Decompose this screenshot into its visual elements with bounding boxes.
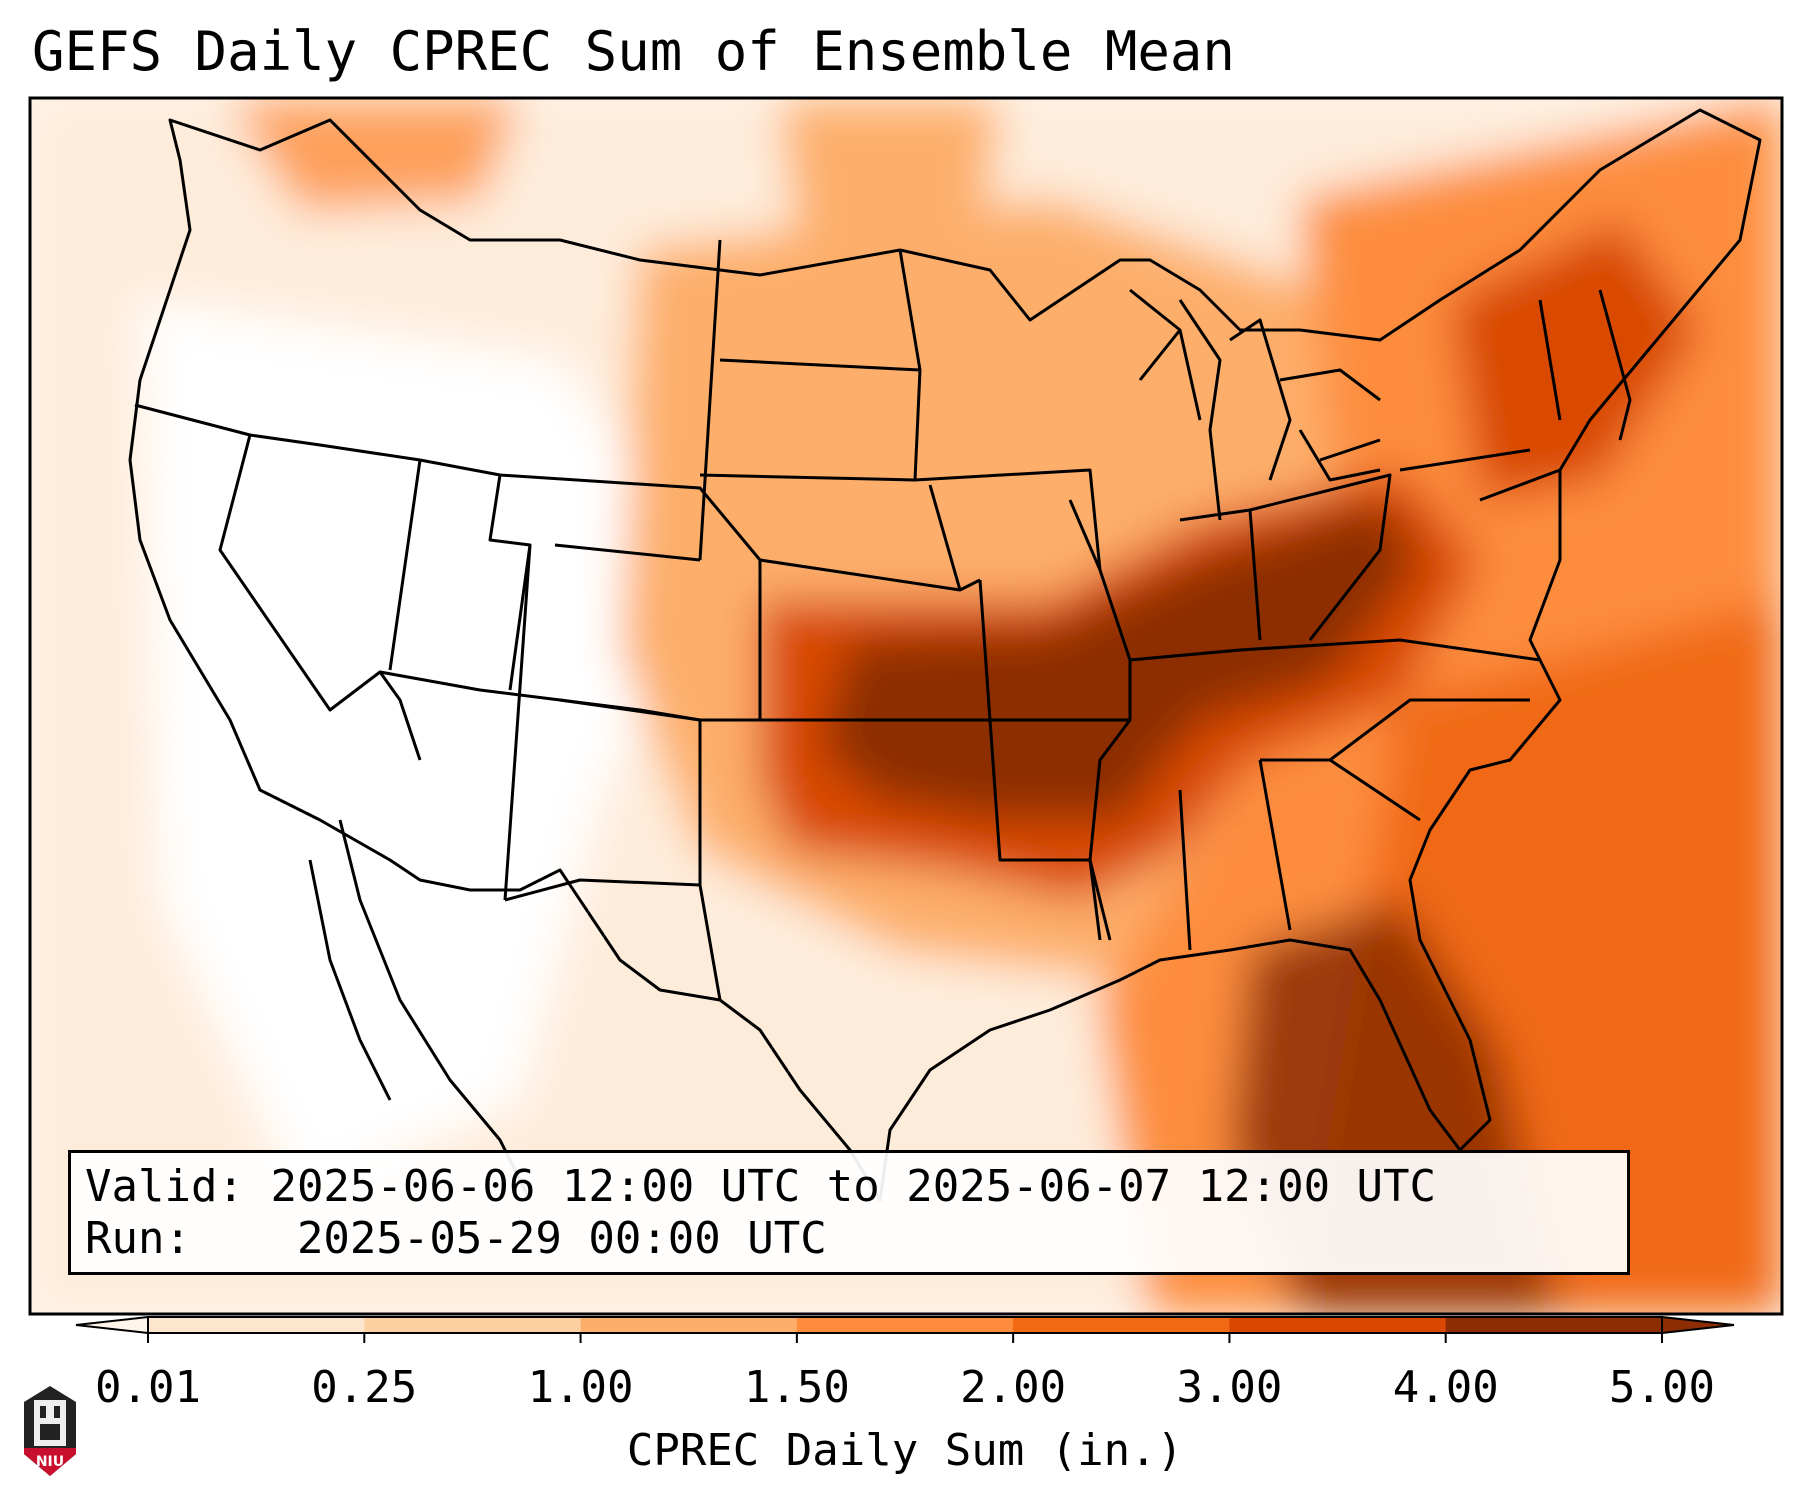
colorbar-label: CPREC Daily Sum (in.) bbox=[627, 1425, 1183, 1476]
valid-value: 2025-06-06 12:00 UTC to 2025-06-07 12:00… bbox=[270, 1161, 1437, 1212]
run-value: 2025-05-29 00:00 UTC bbox=[296, 1213, 827, 1264]
colorbar-tick-label: 0.25 bbox=[311, 1362, 417, 1413]
niu-logo: NIU bbox=[24, 1386, 76, 1476]
colorbar-segment bbox=[1229, 1317, 1447, 1333]
colorbar: 0.01 0.25 1.00 1.50 2.00 3.00 4.00 5.00 CPREC D… bbox=[75, 1315, 1735, 1476]
colorbar-tick-label: 5.00 bbox=[1609, 1362, 1715, 1413]
colorbar-segment bbox=[1445, 1317, 1663, 1333]
colorbar-segments bbox=[148, 1317, 1663, 1333]
colorbar-segment bbox=[1013, 1317, 1230, 1333]
boundaries bbox=[128, 108, 1762, 1202]
valid-run-box: Valid: 2025-06-06 12:00 UTC to 2025-06-0… bbox=[68, 1150, 1630, 1275]
map-title: GEFS Daily CPREC Sum of Ensemble Mean bbox=[32, 20, 1235, 83]
colorbar-tick-label: 0.01 bbox=[95, 1362, 201, 1413]
colorbar-tick-label: 1.50 bbox=[744, 1362, 850, 1413]
colorbar-ticks: 0.01 0.25 1.00 1.50 2.00 3.00 4.00 5.00 bbox=[95, 1333, 1715, 1413]
run-label: Run: bbox=[85, 1213, 191, 1264]
colorbar-outline bbox=[147, 1316, 1663, 1334]
colorbar-tick-label: 2.00 bbox=[960, 1362, 1066, 1413]
colorbar-segment bbox=[148, 1317, 365, 1333]
colorbar-extend-high bbox=[1661, 1315, 1735, 1335]
state-lines-east bbox=[914, 468, 1541, 951]
state-lines-plains bbox=[698, 239, 1102, 1001]
colorbar-extend-low bbox=[75, 1315, 149, 1335]
precip-field bbox=[30, 98, 1782, 1314]
colorbar-segment bbox=[364, 1317, 582, 1333]
valid-label: Valid: bbox=[85, 1161, 244, 1212]
colorbar-tick-label: 4.00 bbox=[1393, 1362, 1499, 1413]
colorbar-tick-label: 1.00 bbox=[528, 1362, 634, 1413]
state-lines-mountain bbox=[218, 434, 702, 902]
colorbar-segment bbox=[796, 1317, 1014, 1333]
run-line: Run: 2025-05-29 00:00 UTC bbox=[85, 1213, 827, 1264]
valid-line: Valid: 2025-06-06 12:00 UTC to 2025-06-0… bbox=[85, 1161, 1436, 1212]
us-outline bbox=[128, 108, 1762, 1202]
map-frame bbox=[28, 96, 1784, 1316]
great-lakes bbox=[1129, 288, 1381, 462]
state-lines-greatlakes-northeast bbox=[1178, 289, 1632, 521]
colorbar-segment bbox=[580, 1317, 798, 1333]
logo-text: NIU bbox=[36, 1454, 64, 1470]
colorbar-tick-label: 3.00 bbox=[1176, 1362, 1282, 1413]
